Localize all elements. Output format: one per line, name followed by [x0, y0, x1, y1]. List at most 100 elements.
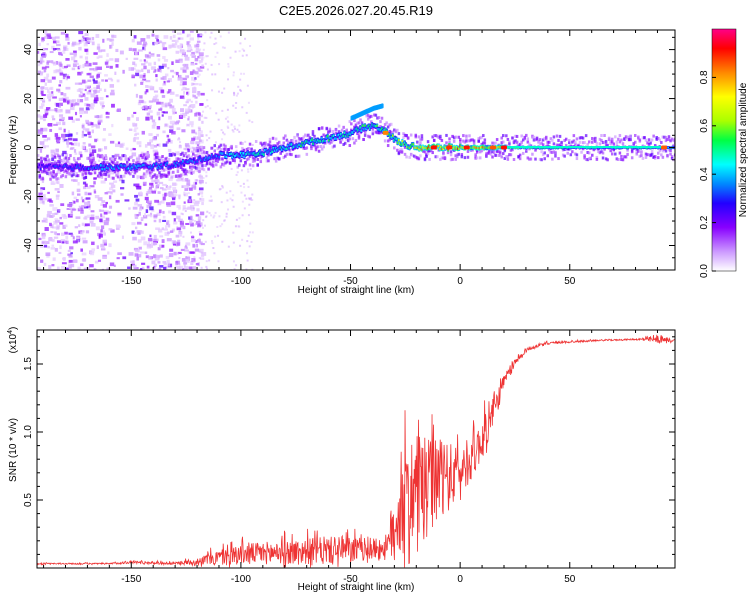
- heatmap-cell: [370, 125, 372, 128]
- heatmap-cell: [225, 148, 229, 152]
- heatmap-cell: [57, 219, 60, 223]
- heatmap-cell: [58, 127, 62, 131]
- heatmap-cell: [182, 30, 185, 34]
- heatmap-cell: [411, 153, 414, 157]
- heatmap-cell: [157, 201, 162, 206]
- heatmap-cell: [72, 240, 78, 244]
- heatmap-cell: [78, 39, 83, 43]
- heatmap-cell: [98, 49, 102, 53]
- heatmap-cell: [210, 31, 213, 34]
- heatmap-cell: [99, 101, 105, 104]
- heatmap-cell: [115, 165, 118, 168]
- heatmap-cell: [205, 267, 208, 270]
- colorbar-tick-label: 0.0: [699, 264, 710, 278]
- heatmap-cell: [442, 152, 445, 156]
- heatmap-cell: [251, 156, 255, 160]
- heatmap-cell: [540, 146, 543, 149]
- heatmap-cell: [613, 147, 616, 149]
- heatmap-cell: [98, 154, 104, 159]
- heatmap-cell: [255, 153, 258, 157]
- heatmap-cell: [197, 193, 200, 196]
- y-tick-label: 0.5: [23, 493, 34, 507]
- heatmap-cell: [403, 141, 406, 144]
- heatmap-cell: [167, 170, 170, 174]
- heatmap-cell: [135, 93, 139, 98]
- heatmap-cell: [337, 133, 340, 137]
- spectrogram-xlabel: Height of straight line (km): [298, 285, 415, 296]
- heatmap-cell: [196, 208, 200, 212]
- heatmap-cell: [303, 141, 306, 145]
- heatmap-cell: [290, 153, 293, 157]
- heatmap-cell: [233, 94, 236, 97]
- heatmap-cell: [84, 56, 89, 60]
- heatmap-cell: [137, 204, 143, 207]
- heatmap-cell: [142, 166, 146, 170]
- heatmap-cell: [182, 77, 187, 81]
- heatmap-cell: [55, 177, 58, 181]
- colorbar-gradient: [711, 28, 737, 272]
- heatmap-cell: [149, 105, 152, 109]
- heatmap-cell: [52, 96, 57, 99]
- heatmap-cell: [67, 130, 70, 133]
- heatmap-cell: [342, 134, 345, 137]
- heatmap-cell: [195, 160, 197, 164]
- heatmap-cell: [291, 146, 294, 149]
- heatmap-cell: [282, 136, 286, 140]
- heatmap-cell: [156, 238, 159, 242]
- heatmap-cell: [186, 50, 191, 53]
- heatmap-cell: [483, 146, 486, 150]
- heatmap-cell: [248, 245, 251, 248]
- heatmap-cell: [156, 212, 161, 216]
- heatmap-cell: [89, 153, 92, 157]
- heatmap-cell: [71, 119, 75, 123]
- heatmap-cell: [657, 146, 660, 149]
- heatmap-cell: [87, 79, 92, 82]
- heatmap-cell: [646, 147, 648, 149]
- heatmap-cell: [160, 163, 162, 167]
- heatmap-cell: [348, 137, 352, 141]
- heatmap-cell: [140, 268, 143, 270]
- heatmap-cell: [518, 157, 522, 161]
- heatmap-cell: [584, 157, 588, 161]
- heatmap-cell: [181, 88, 184, 91]
- heatmap-cell: [221, 240, 224, 243]
- heatmap-cell: [239, 141, 243, 145]
- heatmap-cell: [618, 140, 622, 144]
- heatmap-cell: [44, 47, 49, 51]
- heatmap-cell: [47, 123, 50, 127]
- heatmap-cell: [380, 116, 384, 120]
- heatmap-cell: [196, 169, 199, 172]
- heatmap-cell: [201, 252, 207, 256]
- heatmap-cell: [291, 139, 295, 143]
- heatmap-cell: [157, 191, 161, 194]
- heatmap-cell: [49, 128, 53, 132]
- x-tick-label: -100: [231, 276, 251, 287]
- heatmap-cell: [164, 123, 168, 127]
- heatmap-cell: [40, 127, 44, 132]
- heatmap-cell: [197, 93, 200, 97]
- heatmap-cell: [575, 157, 579, 161]
- heatmap-cell: [138, 144, 142, 148]
- heatmap-cell: [67, 157, 71, 161]
- heatmap-cell: [99, 173, 103, 177]
- heatmap-cell: [86, 103, 91, 107]
- heatmap-cell: [114, 153, 120, 157]
- heatmap-cell: [151, 33, 155, 37]
- heatmap-cell: [187, 116, 190, 119]
- heatmap-cell: [246, 240, 249, 243]
- heatmap-cell: [637, 135, 640, 139]
- heatmap-cell: [101, 105, 105, 108]
- heatmap-cell: [191, 76, 194, 81]
- heatmap-cell: [399, 150, 402, 154]
- heatmap-cell: [510, 146, 513, 149]
- heatmap-cell: [84, 223, 90, 227]
- heatmap-cell: [83, 80, 88, 84]
- heatmap-cell: [188, 169, 192, 173]
- colorbar-label: Normalized spectral amplitude: [738, 82, 749, 217]
- heatmap-cell: [130, 167, 132, 170]
- heatmap-cell: [135, 157, 141, 161]
- heatmap-cell: [100, 243, 104, 248]
- heatmap-cell: [205, 181, 208, 184]
- heatmap-cell: [153, 173, 157, 177]
- heatmap-cell: [161, 188, 167, 191]
